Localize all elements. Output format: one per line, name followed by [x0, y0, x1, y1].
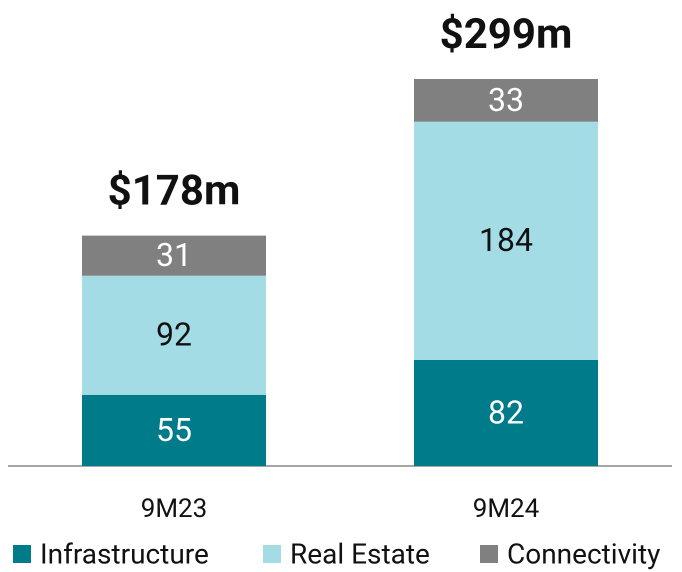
data-label: 55 [156, 411, 192, 449]
x-tick-label: 9M24 [473, 494, 540, 524]
data-label: 92 [156, 316, 192, 354]
data-label: 31 [156, 236, 192, 274]
legend-label: Real Estate [290, 537, 430, 570]
x-tick-label: 9M23 [141, 494, 208, 524]
legend-swatch [263, 545, 281, 563]
bar-segment [414, 121, 598, 360]
data-label: 33 [488, 81, 524, 119]
bar-segment [82, 394, 266, 466]
bar-segment [414, 359, 598, 466]
legend-label: Infrastructure [40, 537, 209, 570]
legend-label: Connectivity [507, 537, 660, 570]
total-label: $178m [108, 167, 241, 216]
bar-segment [82, 235, 266, 276]
bar-segment [82, 275, 266, 395]
data-label: 184 [479, 221, 533, 259]
bar-segment [414, 79, 598, 122]
legend-swatch [13, 545, 31, 563]
data-label: 82 [488, 393, 524, 431]
total-label: $299m [440, 10, 573, 59]
legend-swatch [480, 545, 498, 563]
